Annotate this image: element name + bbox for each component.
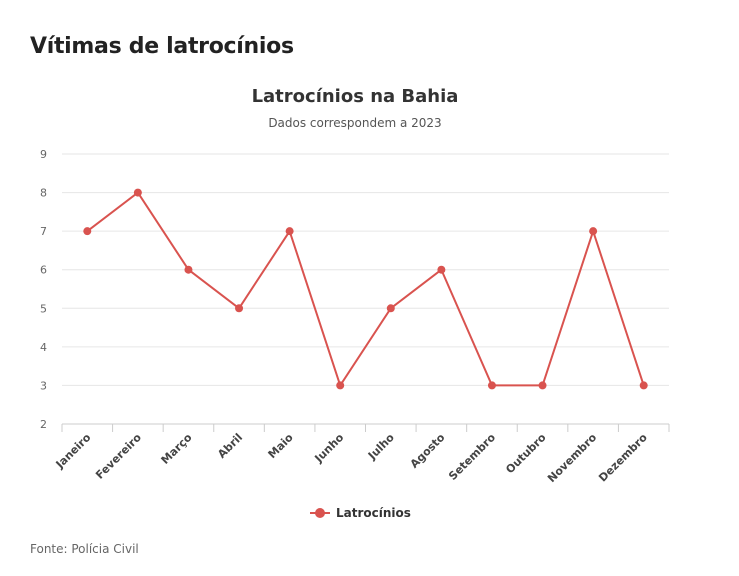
legend-swatch xyxy=(310,508,330,518)
chart-title: Latrocínios na Bahia xyxy=(251,86,459,107)
y-tick-label: 9 xyxy=(40,148,47,161)
data-point[interactable] xyxy=(184,265,193,274)
chart-container: Latrocínios na Bahia Dados correspondem … xyxy=(0,78,739,538)
y-tick-label: 6 xyxy=(40,264,47,277)
data-point[interactable] xyxy=(336,381,345,390)
x-tick-label: Junho xyxy=(312,431,347,466)
x-tick-label: Dezembro xyxy=(596,431,650,485)
y-tick-label: 8 xyxy=(40,187,47,200)
y-tick-label: 7 xyxy=(40,225,47,238)
data-point[interactable] xyxy=(285,227,294,236)
data-point[interactable] xyxy=(386,304,395,313)
page-title: Vítimas de latrocínios xyxy=(30,34,294,59)
x-tick-label: Agosto xyxy=(408,431,448,471)
data-point[interactable] xyxy=(487,381,496,390)
data-point[interactable] xyxy=(83,227,92,236)
x-tick-label: Julho xyxy=(365,431,397,463)
y-tick-label: 3 xyxy=(40,379,47,392)
data-point[interactable] xyxy=(235,304,244,313)
x-tick-label: Outubro xyxy=(503,431,549,477)
chart-subtitle: Dados correspondem a 2023 xyxy=(268,116,442,130)
x-tick-label: Março xyxy=(159,431,195,467)
x-tick-label: Abril xyxy=(215,431,245,461)
legend-label: Latrocínios xyxy=(336,506,411,520)
x-tick-label: Setembro xyxy=(446,431,498,483)
data-point[interactable] xyxy=(437,265,446,274)
legend[interactable]: Latrocínios xyxy=(310,506,411,520)
data-point[interactable] xyxy=(589,227,598,236)
line-chart: 2 3 4 5 6 7 8 9 Janeiro Fevereiro Março Abril Maio Ju… xyxy=(40,148,670,486)
x-tick-label: Novembro xyxy=(545,431,600,486)
y-tick-label: 5 xyxy=(40,302,47,315)
data-point[interactable] xyxy=(133,188,142,197)
series-line xyxy=(86,191,645,387)
x-tick-label: Janeiro xyxy=(53,431,94,472)
y-tick-label: 2 xyxy=(40,418,47,431)
source-note: Fonte: Polícia Civil xyxy=(30,542,139,556)
data-point[interactable] xyxy=(538,381,547,390)
data-point[interactable] xyxy=(639,381,648,390)
y-tick-label: 4 xyxy=(40,341,47,354)
x-tick-label: Maio xyxy=(266,431,297,462)
x-tick-label: Fevereiro xyxy=(93,431,144,482)
